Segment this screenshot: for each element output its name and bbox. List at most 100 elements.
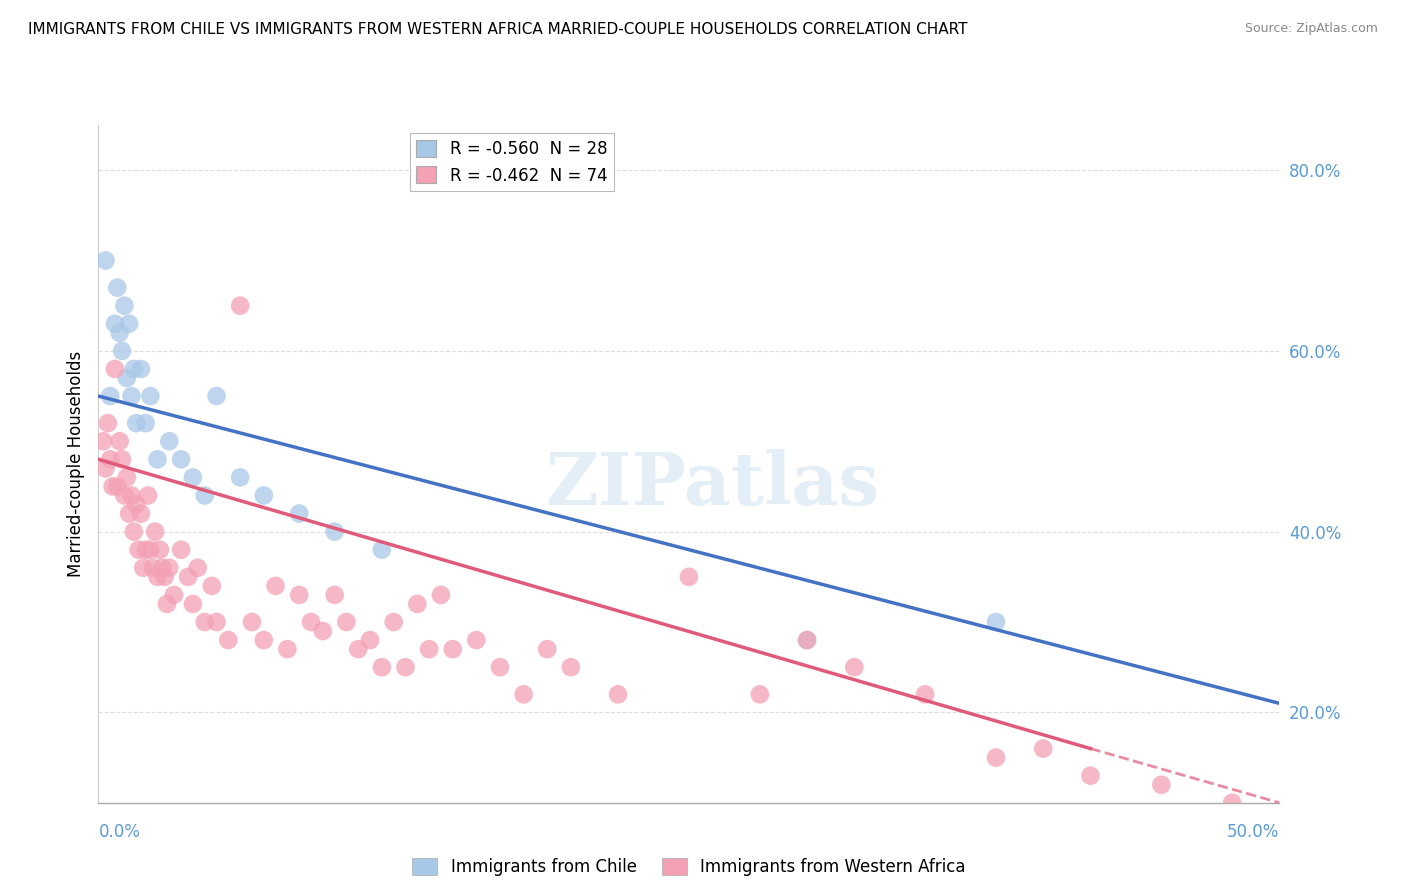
Point xyxy=(276,642,298,657)
Text: IMMIGRANTS FROM CHILE VS IMMIGRANTS FROM WESTERN AFRICA MARRIED-COUPLE HOUSEHOLD: IMMIGRANTS FROM CHILE VS IMMIGRANTS FROM… xyxy=(28,22,967,37)
Text: 50.0%: 50.0% xyxy=(1227,822,1279,840)
Point xyxy=(984,615,1007,629)
Point xyxy=(205,615,228,629)
Point xyxy=(312,624,335,638)
Point xyxy=(122,524,145,539)
Point xyxy=(748,687,770,701)
Y-axis label: Married-couple Households: Married-couple Households xyxy=(66,351,84,577)
Point xyxy=(844,660,866,674)
Point xyxy=(914,687,936,701)
Point xyxy=(512,687,534,701)
Point xyxy=(1150,778,1173,792)
Point xyxy=(118,507,141,521)
Point xyxy=(143,524,166,539)
Point xyxy=(984,750,1007,764)
Point xyxy=(371,660,394,674)
Point xyxy=(264,579,287,593)
Text: ZIPatlas: ZIPatlas xyxy=(546,449,880,520)
Point xyxy=(135,542,157,557)
Point xyxy=(1080,769,1102,783)
Point xyxy=(101,479,124,493)
Point xyxy=(187,561,209,575)
Point xyxy=(94,461,117,475)
Point xyxy=(98,389,121,403)
Legend: R = -0.560  N = 28, R = -0.462  N = 74: R = -0.560 N = 28, R = -0.462 N = 74 xyxy=(409,133,614,191)
Point xyxy=(112,488,135,502)
Point xyxy=(125,416,148,430)
Point xyxy=(129,507,152,521)
Point xyxy=(91,434,114,449)
Point xyxy=(1220,796,1243,810)
Point xyxy=(128,542,150,557)
Point xyxy=(157,434,180,449)
Point xyxy=(97,416,120,430)
Point xyxy=(146,452,169,467)
Point xyxy=(181,597,204,611)
Point xyxy=(288,507,311,521)
Point xyxy=(194,488,217,502)
Point xyxy=(229,470,252,484)
Point xyxy=(359,633,381,648)
Point xyxy=(607,687,630,701)
Point xyxy=(121,389,143,403)
Point xyxy=(299,615,322,629)
Point xyxy=(139,542,162,557)
Point xyxy=(139,389,162,403)
Point xyxy=(135,416,157,430)
Point xyxy=(205,389,228,403)
Text: Source: ZipAtlas.com: Source: ZipAtlas.com xyxy=(1244,22,1378,36)
Point xyxy=(394,660,416,674)
Point xyxy=(115,371,138,385)
Point xyxy=(253,488,276,502)
Point xyxy=(240,615,263,629)
Point xyxy=(371,542,394,557)
Point xyxy=(150,561,173,575)
Point xyxy=(229,299,252,313)
Point xyxy=(536,642,558,657)
Point xyxy=(323,524,346,539)
Point xyxy=(129,362,152,376)
Point xyxy=(430,588,453,602)
Point xyxy=(118,317,141,331)
Point xyxy=(104,317,127,331)
Point xyxy=(194,615,217,629)
Point xyxy=(104,362,127,376)
Point xyxy=(796,633,818,648)
Point xyxy=(335,615,357,629)
Point xyxy=(323,588,346,602)
Point xyxy=(121,488,143,502)
Point xyxy=(170,452,193,467)
Point xyxy=(177,570,200,584)
Point xyxy=(112,299,135,313)
Point xyxy=(170,542,193,557)
Point xyxy=(142,561,165,575)
Point xyxy=(149,542,172,557)
Point xyxy=(560,660,582,674)
Point xyxy=(406,597,429,611)
Text: 0.0%: 0.0% xyxy=(98,822,141,840)
Point xyxy=(108,434,131,449)
Point xyxy=(465,633,488,648)
Point xyxy=(94,253,117,268)
Point xyxy=(157,561,180,575)
Point xyxy=(136,488,159,502)
Point xyxy=(108,326,131,340)
Point xyxy=(201,579,224,593)
Point xyxy=(441,642,464,657)
Point xyxy=(105,479,128,493)
Point xyxy=(1268,814,1291,828)
Point xyxy=(125,498,148,512)
Point xyxy=(156,597,179,611)
Point xyxy=(163,588,186,602)
Point xyxy=(253,633,276,648)
Point xyxy=(98,452,121,467)
Point xyxy=(132,561,155,575)
Point xyxy=(111,452,134,467)
Point xyxy=(115,470,138,484)
Point xyxy=(347,642,370,657)
Point xyxy=(122,362,145,376)
Point xyxy=(288,588,311,602)
Point xyxy=(489,660,512,674)
Point xyxy=(678,570,700,584)
Point xyxy=(105,280,128,294)
